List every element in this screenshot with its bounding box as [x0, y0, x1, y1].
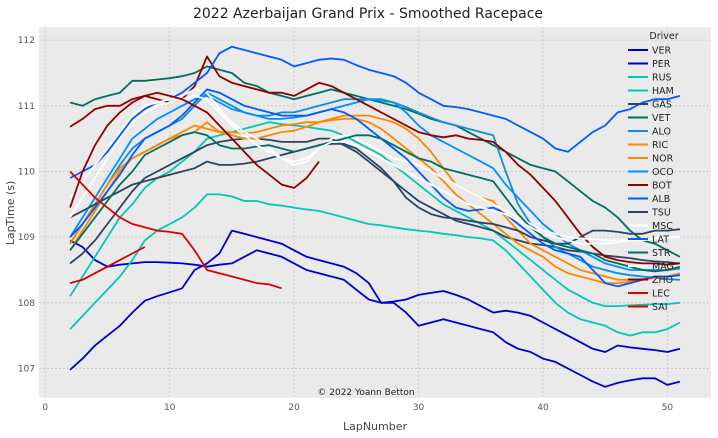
legend: Driver VER PER RUS HAM GAS VET ALO RIC NOR OCO BOT…	[628, 31, 679, 313]
y-tick-label: 110	[18, 167, 35, 177]
legend-label-vet: VET	[652, 113, 671, 124]
legend-label-lec: LEC	[652, 289, 670, 300]
legend-label-oco: OCO	[652, 167, 674, 178]
y-tick-label: 107	[18, 364, 35, 374]
series-line-lec	[69, 170, 282, 290]
series-line-sai	[69, 246, 146, 284]
legend-label-rus: RUS	[652, 73, 672, 84]
credit-text: © 2022 Yoann Betton	[317, 388, 414, 398]
grid	[39, 27, 711, 398]
legend-label-alo: ALO	[652, 127, 671, 138]
series-line-ham	[69, 121, 680, 307]
x-axis-label: LapNumber	[343, 420, 408, 433]
series-line-ver	[69, 229, 681, 388]
legend-label-lat: LAT	[652, 235, 669, 246]
y-tick-label: 112	[18, 36, 35, 46]
legend-label-mag: MAG	[652, 262, 674, 273]
legend-label-zho: ZHO	[652, 275, 673, 286]
y-axis-ticks: 107 108 109 110 111 112	[18, 36, 35, 374]
y-tick-label: 108	[18, 299, 35, 309]
x-tick-label: 40	[537, 403, 549, 413]
legend-label-sai: SAI	[652, 302, 668, 313]
series-line-rus	[69, 193, 681, 337]
series-line-vet	[69, 65, 681, 258]
series-lines	[69, 45, 681, 388]
x-tick-label: 30	[413, 403, 425, 413]
y-tick-label: 109	[18, 233, 35, 243]
legend-label-ver: VER	[652, 46, 672, 57]
legend-label-ric: RIC	[652, 140, 668, 151]
legend-label-msc: MSC	[652, 221, 673, 232]
x-tick-label: 10	[164, 403, 176, 413]
series-line-per	[69, 239, 681, 353]
series-line-lat	[69, 88, 680, 288]
x-tick-label: 0	[42, 403, 48, 413]
y-axis-label: LapTime (s)	[4, 181, 17, 246]
legend-label-per: PER	[652, 59, 671, 70]
legend-label-bot: BOT	[652, 181, 672, 192]
series-line-nor	[69, 114, 680, 281]
legend-label-ham: HAM	[652, 86, 674, 97]
x-tick-label: 50	[662, 403, 674, 413]
legend-label-gas: GAS	[652, 100, 672, 111]
legend-label-nor: NOR	[652, 154, 674, 165]
series-line-msc	[69, 88, 680, 242]
legend-label-str: STR	[652, 248, 671, 259]
legend-label-alb: ALB	[652, 194, 670, 205]
y-tick-label: 111	[18, 102, 35, 112]
chart-title: 2022 Azerbaijan Grand Prix - Smoothed Ra…	[193, 6, 543, 22]
series-line-mag	[69, 95, 680, 245]
series-line-str	[69, 131, 681, 273]
legend-label-tsu: TSU	[651, 208, 671, 219]
x-tick-label: 20	[288, 403, 300, 413]
legend-title: Driver	[649, 31, 678, 42]
plot-area	[39, 27, 711, 398]
x-axis-ticks: 0 10 20 30 40 50	[42, 403, 673, 413]
series-line-zho	[69, 91, 320, 208]
series-line-gas	[69, 137, 680, 265]
